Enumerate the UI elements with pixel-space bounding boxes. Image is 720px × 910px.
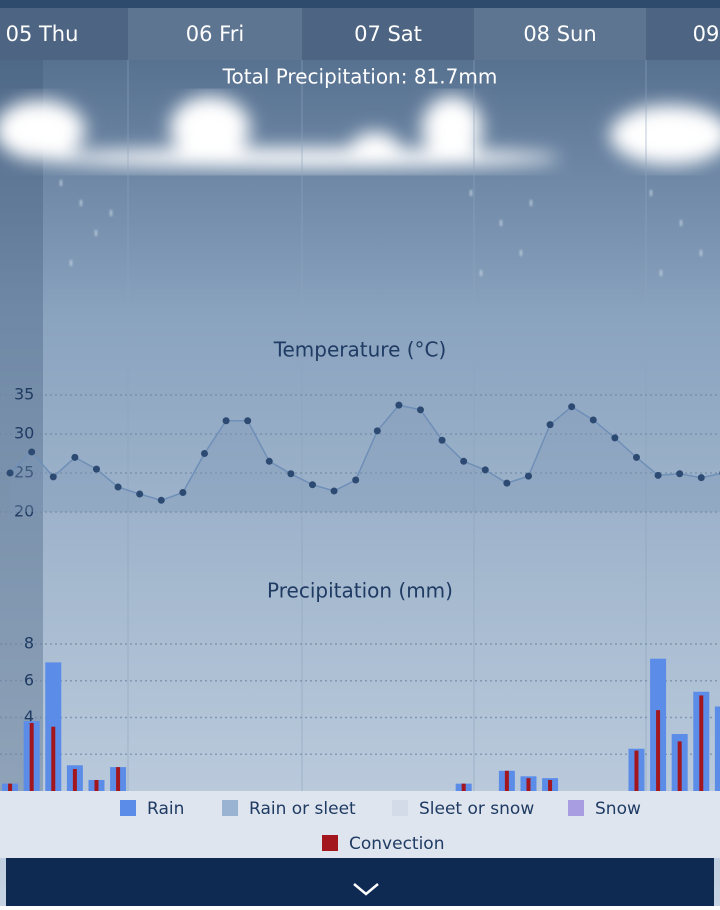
total-precipitation: Total Precipitation: 81.7mm [222,65,498,89]
temperature-point [49,473,57,481]
legend-swatch [392,800,408,816]
y-tick-label: 4 [24,707,34,726]
convection-bar [8,783,13,791]
temperature-point [632,453,640,461]
convection-bar [634,750,639,791]
past-overlay [0,60,43,800]
convection-bar [548,779,553,791]
legend-swatch [120,800,136,816]
legend-label: Convection [349,834,444,854]
temperature-point [179,489,187,496]
charts: 202530352468 [0,385,720,791]
day-tab[interactable] [646,8,720,60]
day-tab-label: 07 Sat [354,22,422,46]
temperature-point [114,483,122,491]
temperature-point [676,470,684,478]
rain-drops [60,180,702,276]
temperature-point [589,416,597,424]
temperature-point [524,472,532,480]
temperature-point [28,448,36,456]
convection-bar [461,783,466,791]
y-tick-label: 6 [24,670,34,689]
temperature-point [92,465,100,473]
temperature-point [6,469,14,477]
y-tick-label: 20 [14,502,34,521]
day-tab[interactable] [128,8,302,60]
temperature-point [568,403,576,411]
day-tab-label: 05 Thu [6,22,79,46]
rain-bar [714,706,720,791]
temperature-point [697,474,705,482]
convection-bar [94,779,99,791]
temperature-point [71,453,79,461]
temperature-line [9,404,720,502]
temperature-point [546,421,554,429]
clouds [0,96,720,168]
temperature-point [157,496,165,504]
status-strip [0,0,720,8]
day-tab-label: 06 Fri [186,22,244,46]
chart-title: Precipitation (mm) [267,579,453,603]
day-tab-label: 08 Sun [523,22,596,46]
legend-swatch [322,835,338,851]
day-tab[interactable] [302,8,474,60]
convection-bar [699,695,704,791]
temperature-point [611,434,619,442]
y-tick-label: 35 [14,385,34,404]
temperature-point [416,406,424,414]
day-dividers [127,60,647,791]
day-tab[interactable] [0,8,128,60]
convection-bar [72,768,77,791]
temperature-point [200,450,208,457]
day-tab-label: 09 [693,22,720,46]
convection-bar [29,723,34,791]
temperature-point [438,436,446,444]
temperature-point [287,470,295,478]
y-tick-label: 25 [14,463,34,482]
day-tabs: 05 Thu 06 Fri 07 Sat 08 Sun 09 [0,8,720,60]
convection-bar [677,741,682,791]
y-tick-label: 30 [14,424,34,443]
temperature-point [136,490,144,498]
temperature-point [352,476,360,484]
temperature-point [308,481,316,489]
day-tab[interactable] [474,8,646,60]
temperature-point [481,466,489,474]
legend-label: Rain or sleet [249,799,356,819]
temperature-point [330,487,338,495]
legend-label: Sleet or snow [419,799,534,819]
convection-bar [656,710,661,791]
convection-bar [504,770,509,791]
chevron-icon[interactable] [353,883,379,896]
convection-bar [51,726,56,791]
temperature-point [460,457,468,465]
temperature-point [244,417,252,425]
y-tick-label: 8 [24,634,34,653]
convection-bar [116,767,121,791]
legend-swatch [568,800,584,816]
legend: Rain Rain or sleet Sleet or snow Snow Convec… [120,799,641,854]
legend-label: Rain [147,799,184,819]
expand-bar[interactable] [6,858,714,906]
temperature-point [265,457,273,465]
temperature-point [395,401,403,409]
temperature-point [654,471,662,479]
temperature-point [503,479,511,487]
convection-bar [526,778,531,791]
temperature-point [373,427,381,435]
chart-title: Temperature (°C) [273,338,447,362]
temperature-point [222,417,230,425]
legend-swatch [222,800,238,816]
legend-label: Snow [595,799,641,819]
